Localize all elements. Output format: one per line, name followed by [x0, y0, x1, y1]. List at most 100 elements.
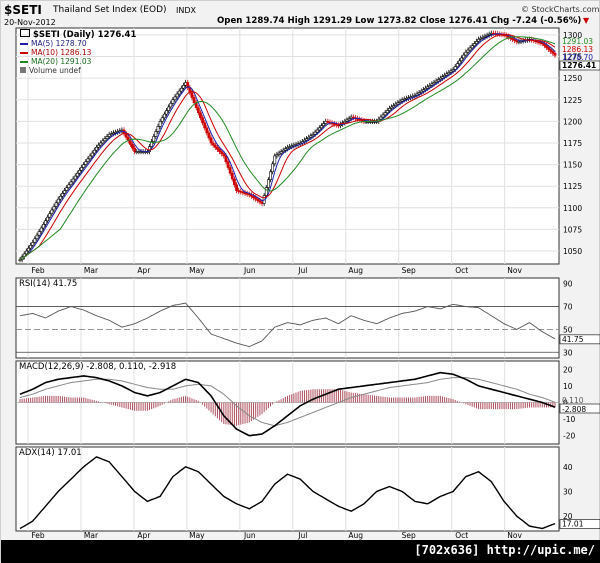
candle-body: [309, 135, 313, 138]
candle-body: [213, 144, 217, 148]
candle-body: [307, 136, 311, 139]
candle-body: [549, 49, 553, 52]
candle-body: [455, 63, 459, 67]
candle-body: [390, 106, 393, 109]
macd-title: MACD(12,26,9) -2.808, 0.110, -2.918: [19, 362, 177, 372]
candle-body: [417, 92, 421, 95]
candle-body: [71, 178, 75, 183]
price-x-tick-Aug: Aug: [348, 266, 363, 275]
price-y-tick-1075: 1075: [563, 225, 582, 234]
rsi-panel: [15, 277, 560, 359]
candle-body: [182, 85, 185, 89]
candle-body: [80, 167, 83, 171]
candle-body: [432, 82, 436, 85]
candle-body: [39, 227, 43, 232]
candle-body: [203, 122, 207, 129]
candle-body: [92, 149, 96, 154]
candle-body: [67, 184, 71, 188]
candle-body: [275, 154, 279, 157]
price-x-tick-May: May: [189, 266, 205, 275]
candle-body: [441, 76, 444, 79]
adx-x-tick-Apr: Apr: [137, 531, 151, 540]
candle-body: [78, 170, 81, 174]
legend-ma20: MA(20) 1291.03: [20, 57, 91, 66]
price-y-tick-1050: 1050: [563, 247, 582, 256]
price-y-tick-1200: 1200: [563, 117, 582, 126]
candle-body: [453, 66, 457, 70]
legend-ma10-swatch: [20, 52, 28, 54]
legend-ma20-text: MA(20) 1291.03: [31, 57, 92, 66]
symbol-title: $SETI: [4, 3, 42, 17]
candle-body: [222, 153, 226, 157]
candle-body: [228, 167, 232, 174]
macd-y-tick--10: -10: [563, 415, 575, 424]
candle-body: [286, 146, 289, 150]
candle-body: [52, 206, 56, 211]
candle-body: [313, 131, 317, 135]
candle-body: [61, 193, 64, 197]
candle-body: [438, 77, 442, 80]
rsi-y-tick-90: 90: [563, 280, 573, 289]
candle-body: [58, 195, 62, 200]
candle-body: [273, 155, 277, 165]
price-y-tick-1150: 1150: [563, 161, 582, 170]
candle-body: [88, 155, 92, 160]
candle-body: [205, 127, 209, 134]
candle-body: [158, 121, 162, 127]
candle-body: [131, 144, 134, 149]
candle-body: [173, 96, 177, 101]
candle-body: [269, 171, 272, 181]
candle-body: [477, 38, 480, 42]
candle-body: [82, 164, 86, 168]
candle-body: [303, 139, 306, 142]
candle-body: [69, 181, 73, 186]
candle-body: [133, 147, 137, 152]
candle-body: [419, 90, 423, 93]
candle-body: [436, 79, 440, 82]
legend-ma10-text: MA(10) 1286.13: [31, 48, 92, 57]
candle-body: [124, 133, 128, 138]
candle-body: [84, 161, 88, 165]
candle-body: [424, 87, 427, 90]
price-right-label: 1291.03: [562, 37, 593, 46]
date-label: 20-Nov-2012: [4, 18, 56, 27]
candle-body: [481, 36, 485, 39]
candle-body: [226, 161, 230, 168]
candle-body: [426, 86, 430, 89]
candle-body: [545, 45, 548, 48]
candle-body: [101, 140, 105, 144]
adx-panel: [15, 446, 560, 532]
candle-body: [41, 224, 45, 229]
price-y-tick-1175: 1175: [563, 139, 582, 148]
rsi-y-tick-30: 30: [563, 348, 573, 357]
legend-ma5-text: MA(5) 1278.70: [31, 39, 87, 48]
ma5-line: [19, 33, 556, 261]
candle-body: [201, 117, 204, 124]
candle-body: [383, 112, 387, 116]
price-right-label: 1278.70: [562, 53, 593, 62]
candle-body: [160, 117, 164, 122]
rsi-y-tick-70: 70: [563, 303, 573, 312]
candle-body: [186, 82, 190, 88]
candle-body: [279, 151, 283, 154]
adx-title: ADX(14) 17.01: [19, 448, 82, 458]
candle-body: [99, 142, 103, 146]
price-x-tick-Nov: Nov: [507, 266, 522, 275]
rsi-title: RSI(14) 41.75: [19, 279, 78, 289]
adx-x-tick-Nov: Nov: [507, 531, 522, 540]
candle-body: [162, 113, 166, 119]
candle-body: [37, 231, 41, 236]
candle-body: [154, 131, 158, 137]
price-right-label: 1276.41: [562, 61, 596, 70]
candle-body: [175, 93, 179, 98]
macd-right-label-macd: -2.808: [562, 405, 586, 414]
ma10-line: [19, 33, 556, 261]
legend-main-text: $SETI (Daily) 1276.41: [33, 30, 137, 40]
adx-y-tick-30: 30: [563, 487, 573, 496]
candle-body: [322, 123, 325, 126]
candle-body: [475, 41, 478, 44]
candle-body: [266, 179, 270, 188]
ma20-line: [19, 36, 556, 261]
price-right-label: 1286.13: [562, 45, 593, 54]
